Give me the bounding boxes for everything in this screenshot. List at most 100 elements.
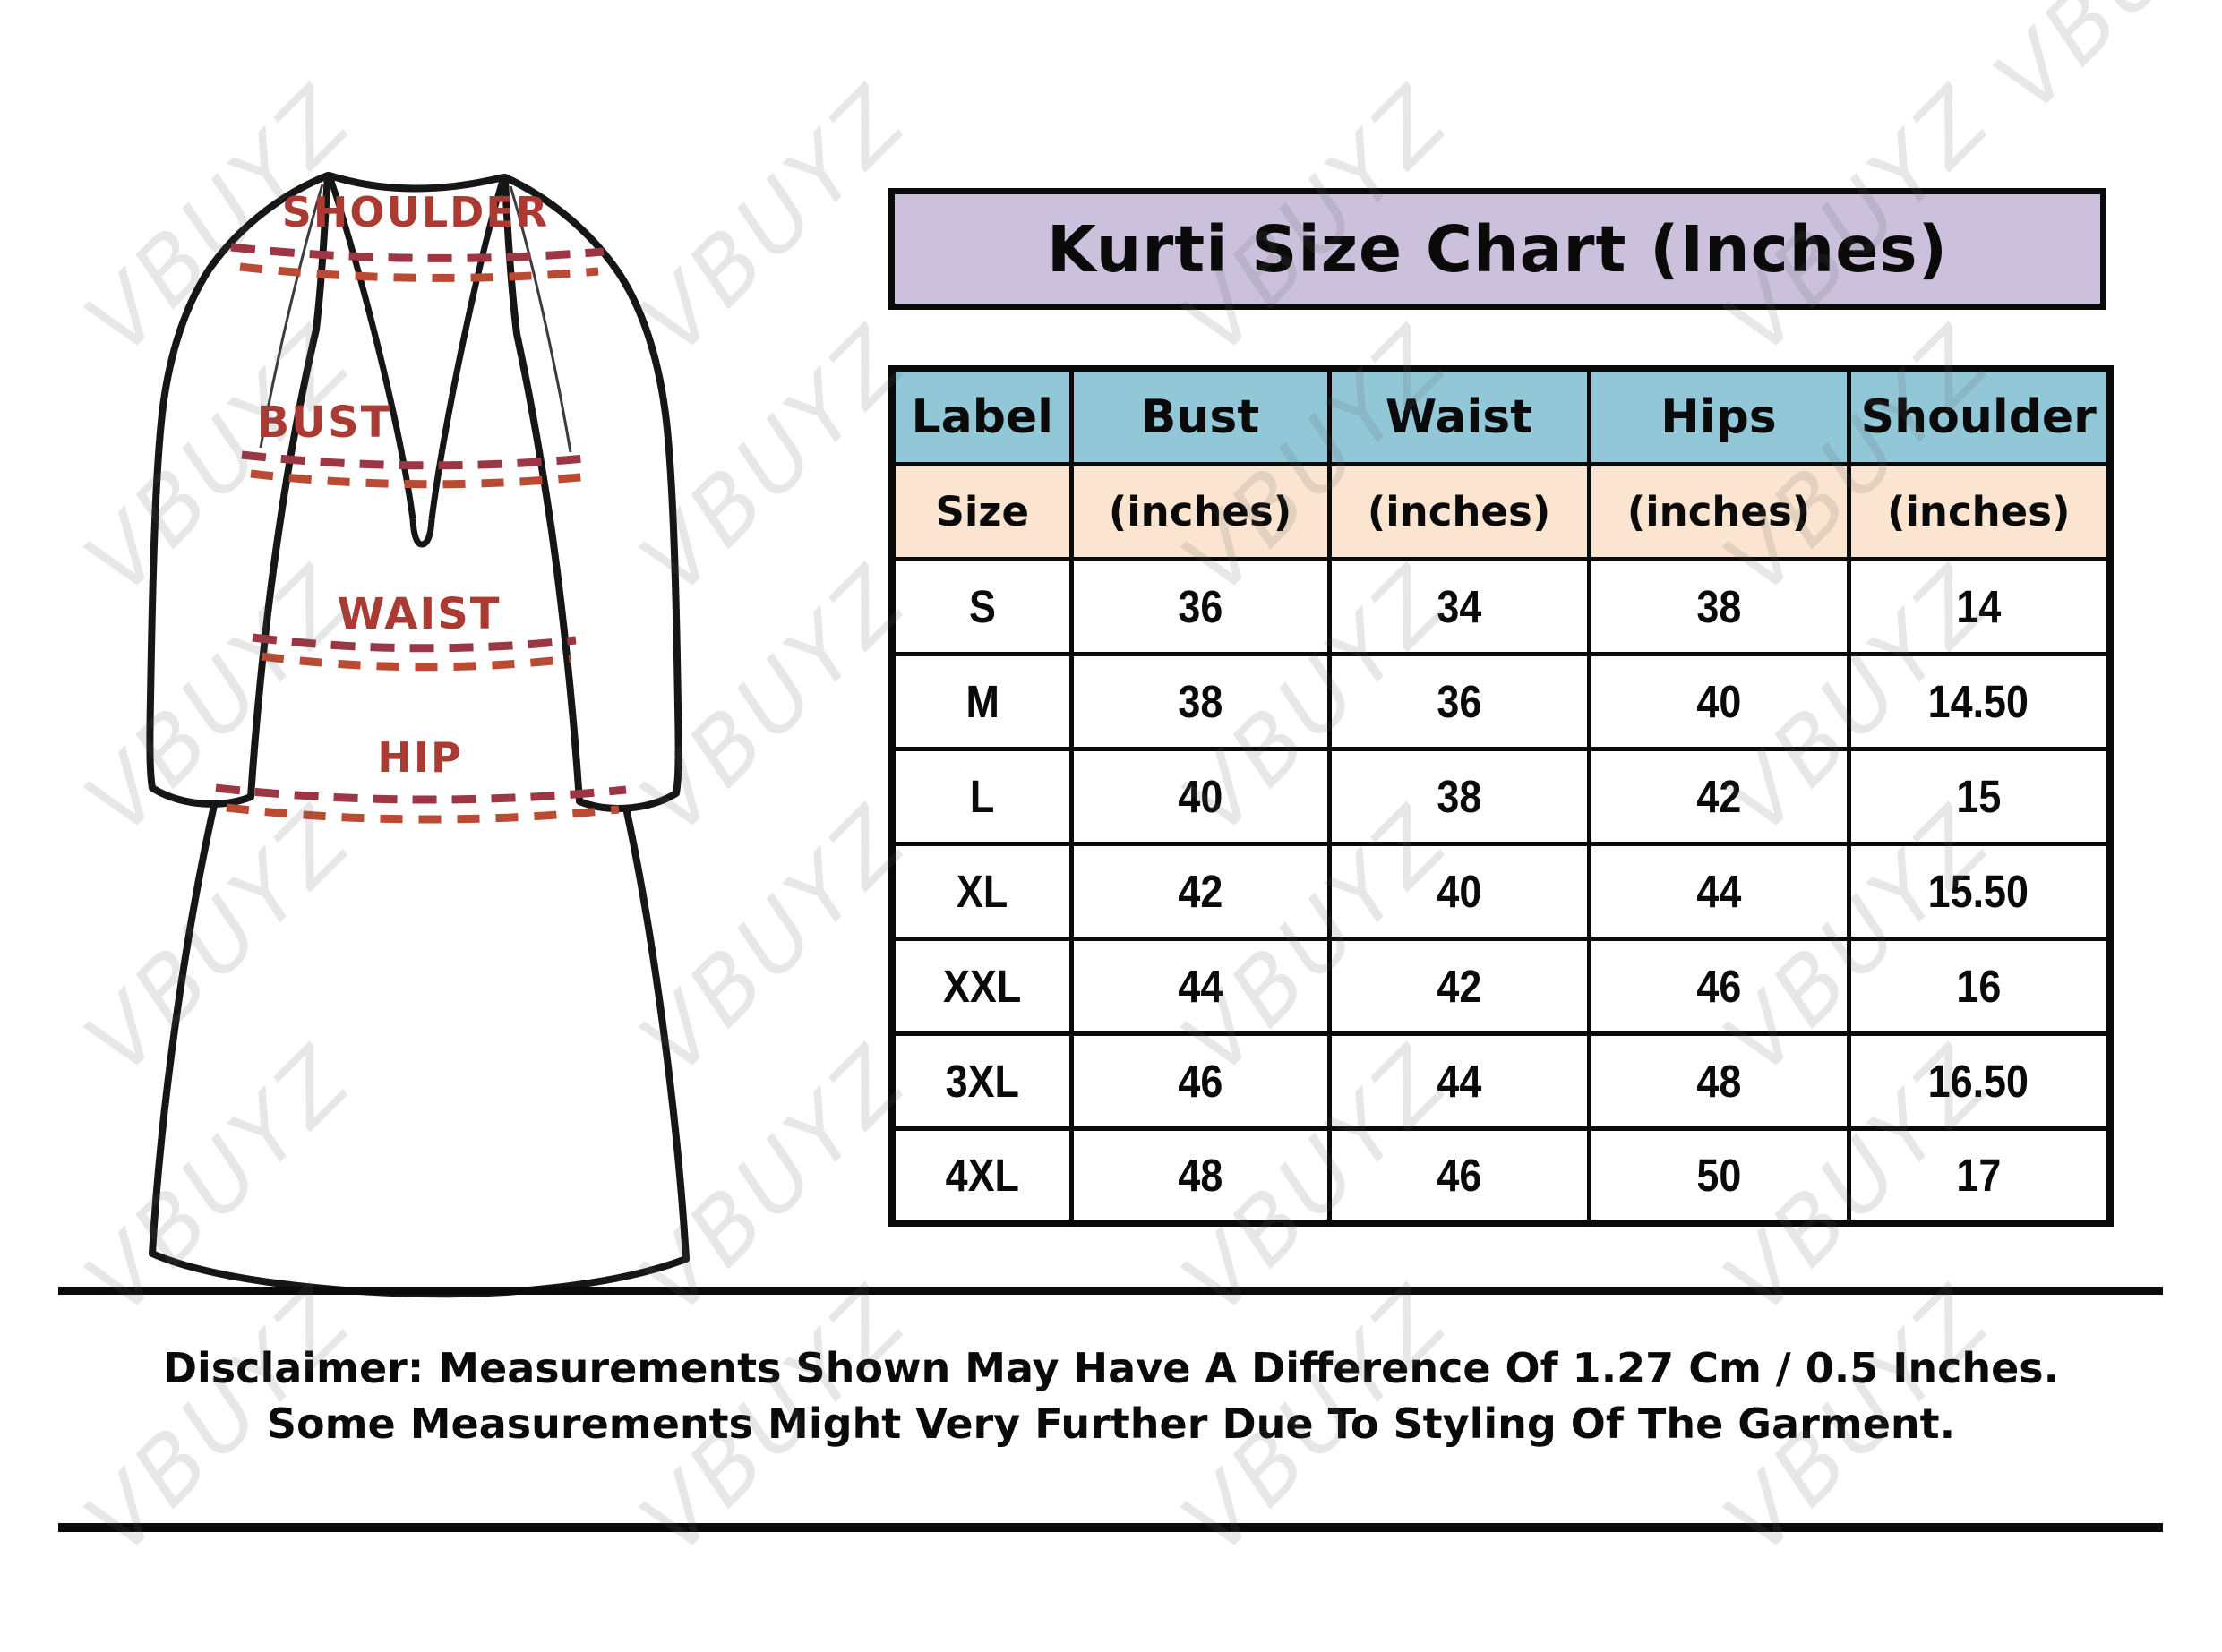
- waist-dash-line: [252, 633, 577, 653]
- column-header: Waist: [1326, 366, 1591, 466]
- table-cell: 46: [1326, 1126, 1591, 1226]
- table-row: 4XL 48 46 50 17: [889, 1126, 2113, 1226]
- disclaimer-line2: Some Measurements Might Very Further Due…: [266, 1399, 1956, 1448]
- cell-text: 15: [1956, 770, 2002, 822]
- cell-text: XL: [957, 865, 1008, 917]
- neck-slit: [326, 174, 507, 548]
- shoulder-dash-line: [230, 243, 605, 262]
- disclaimer: Disclaimer: Measurements Shown May Have …: [0, 1340, 2222, 1451]
- waist-dash-line2: [261, 652, 571, 672]
- cell-text: Label: [911, 389, 1054, 444]
- cell-text: 42: [1437, 960, 1481, 1012]
- cell-text: Hips: [1660, 389, 1777, 444]
- cell-text: (inches): [1108, 487, 1292, 535]
- waist-label: WAIST: [337, 589, 501, 639]
- table-cell: 15: [1846, 746, 2113, 846]
- shoulder-dash-line2: [239, 262, 599, 282]
- cell-text: XXL: [943, 960, 1022, 1012]
- table-cell: 17: [1846, 1126, 2113, 1226]
- table-cell: 48: [1586, 1031, 1851, 1131]
- table-cell: 36: [1068, 556, 1332, 656]
- cell-text: (inches): [1626, 487, 1811, 535]
- table-cell: 38: [1326, 746, 1591, 846]
- table-cell: 50: [1586, 1126, 1851, 1226]
- cell-text: 38: [1178, 675, 1223, 727]
- table-row: M 38 36 40 14.50: [889, 651, 2113, 751]
- armhole-seam-right: [509, 185, 572, 453]
- cell-text: 38: [1437, 770, 1481, 822]
- cell-text: 42: [1178, 865, 1223, 917]
- table-cell: 46: [1068, 1031, 1332, 1131]
- cell-text: 36: [1178, 580, 1223, 632]
- table-cell: 4XL: [889, 1126, 1074, 1226]
- header-row: Label Bust Waist Hips Shoulder: [889, 366, 2113, 466]
- column-header: (inches): [1846, 461, 2113, 561]
- column-header: (inches): [1326, 461, 1591, 561]
- table-cell: 42: [1586, 746, 1851, 846]
- cell-text: 48: [1696, 1055, 1741, 1107]
- cell-text: Shoulder: [1860, 389, 2097, 444]
- cell-text: 17: [1956, 1149, 2002, 1201]
- cell-text: 36: [1437, 675, 1481, 727]
- table-cell: 44: [1586, 841, 1851, 941]
- table-row: XXL 44 42 46 16: [889, 936, 2113, 1036]
- cell-text: 38: [1696, 580, 1741, 632]
- size-chart-table: Label Bust Waist Hips Shoulder Size (inches) (i…: [888, 365, 2114, 1227]
- cell-text: 15.50: [1928, 865, 2029, 917]
- cell-text: 44: [1696, 865, 1741, 917]
- table-cell: 42: [1068, 841, 1332, 941]
- table-cell: 34: [1326, 556, 1591, 656]
- table-cell: 36: [1326, 651, 1591, 751]
- cell-text: 16.50: [1928, 1055, 2029, 1107]
- table-cell: 44: [1326, 1031, 1591, 1131]
- table-row: XL 42 40 44 15.50: [889, 841, 2113, 941]
- table-cell: S: [889, 556, 1074, 656]
- divider-bottom: [58, 1523, 2163, 1532]
- column-header: Bust: [1068, 366, 1332, 466]
- column-header: Label: [889, 366, 1074, 466]
- table-cell: 14: [1846, 556, 2113, 656]
- table-cell: 14.50: [1846, 651, 2113, 751]
- table-head: Label Bust Waist Hips Shoulder Size (inches) (i…: [889, 366, 2113, 561]
- cell-text: 48: [1178, 1149, 1223, 1201]
- table-cell: 15.50: [1846, 841, 2113, 941]
- cell-text: Bust: [1140, 389, 1260, 444]
- table-cell: 40: [1326, 841, 1591, 941]
- hip-dash-line: [215, 783, 627, 804]
- column-header: Shoulder: [1846, 366, 2113, 466]
- table-row: S 36 34 38 14: [889, 556, 2113, 656]
- cell-text: 14.50: [1928, 675, 2029, 727]
- table-cell: 3XL: [889, 1031, 1074, 1131]
- column-header: Size: [889, 461, 1074, 561]
- bust-label: BUST: [257, 398, 392, 448]
- table-row: L 40 38 42 15: [889, 746, 2113, 846]
- vbuyz-watermark: VBUYZ: [1975, 0, 2222, 132]
- cell-text: Waist: [1385, 389, 1533, 444]
- table-row: 3XL 46 44 48 16.50: [889, 1031, 2113, 1131]
- chart-title: Kurti Size Chart (Inches): [1046, 211, 1949, 287]
- cell-text: L: [970, 770, 995, 822]
- cell-text: 14: [1956, 580, 2002, 632]
- table-body: S 36 34 38 14 M 38 36 40 14.50 L 40 38 42 15 XL 42 40 44 15…: [889, 556, 2113, 1226]
- kurti-diagram: SHOULDER BUST WAIST HIP: [146, 172, 690, 1298]
- cell-text: 42: [1696, 770, 1741, 822]
- table-cell: 48: [1068, 1126, 1332, 1226]
- table-cell: 40: [1586, 651, 1851, 751]
- cell-text: (inches): [1367, 487, 1551, 535]
- cell-text: 44: [1178, 960, 1223, 1012]
- table-cell: XXL: [889, 936, 1074, 1036]
- cell-text: 50: [1696, 1149, 1741, 1201]
- table-cell: 38: [1068, 651, 1332, 751]
- bust-dash-line2: [250, 469, 589, 489]
- table-cell: 44: [1068, 936, 1332, 1036]
- chart-title-box: Kurti Size Chart (Inches): [888, 188, 2106, 310]
- cell-text: 40: [1696, 675, 1741, 727]
- armhole-seam-left: [259, 184, 324, 449]
- table-cell: 40: [1068, 746, 1332, 846]
- cell-text: 3XL: [945, 1055, 1019, 1107]
- cell-text: 46: [1696, 960, 1741, 1012]
- cell-text: 46: [1178, 1055, 1223, 1107]
- cell-text: (inches): [1886, 487, 2071, 535]
- column-header: (inches): [1586, 461, 1851, 561]
